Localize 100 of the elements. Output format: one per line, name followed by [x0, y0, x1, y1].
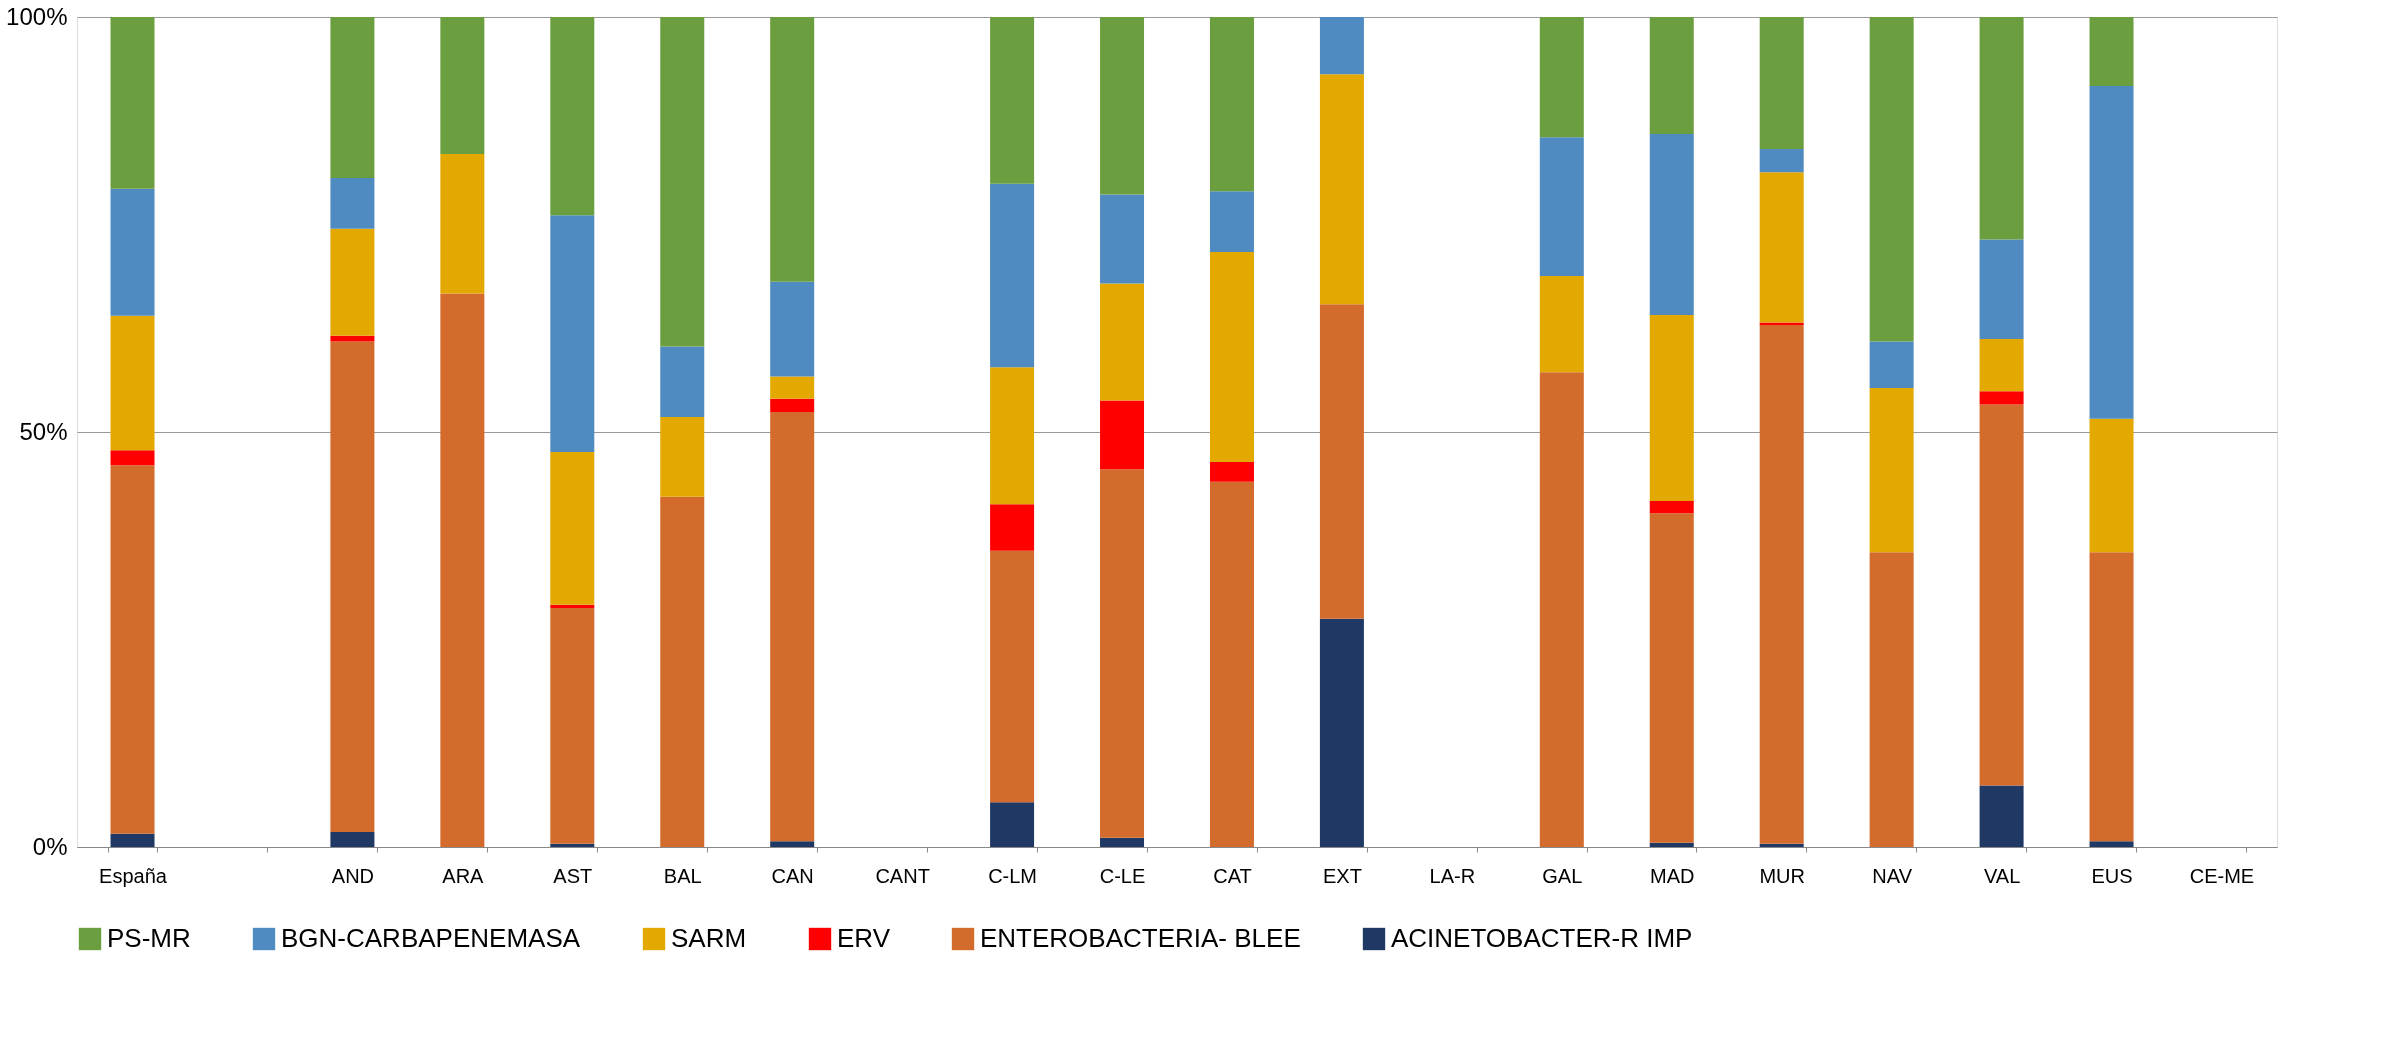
bar	[440, 17, 485, 154]
bar	[330, 335, 375, 342]
bar	[110, 315, 155, 451]
bar	[2089, 17, 2134, 86]
bar	[1319, 17, 1364, 75]
bar	[660, 17, 705, 347]
legend-label: ERV	[837, 923, 891, 953]
bar	[1209, 461, 1254, 482]
x-tick-label: EUS	[2091, 864, 2133, 887]
bar	[2089, 85, 2134, 419]
bar	[1209, 481, 1254, 847]
bar	[1209, 251, 1254, 462]
bar	[990, 802, 1035, 847]
bar	[110, 17, 155, 189]
y-tick-label: 100%	[6, 2, 68, 30]
bar	[550, 17, 595, 216]
x-tick-label: CAT	[1213, 864, 1252, 887]
bar	[110, 450, 155, 466]
bar	[770, 376, 815, 399]
bar	[1319, 74, 1364, 305]
bar	[990, 367, 1035, 505]
bar	[1979, 404, 2024, 786]
x-tick-label: C-LE	[1099, 864, 1146, 887]
bar	[1100, 194, 1145, 284]
bar	[110, 465, 155, 834]
legend-label: ACINETOBACTER-R IMP	[1391, 923, 1693, 953]
x-tick-label: CE-ME	[2189, 864, 2255, 887]
bar	[1649, 842, 1694, 847]
x-tick-label: EXT	[1322, 864, 1362, 887]
y-tick-label: 50%	[19, 417, 68, 445]
x-tick-label: VAL	[1983, 864, 2021, 887]
bar	[2089, 418, 2134, 553]
x-tick-label: CAN	[771, 864, 814, 887]
bar	[550, 843, 595, 847]
bar	[1869, 341, 1914, 389]
bar	[330, 178, 375, 229]
bar	[330, 832, 375, 847]
legend-label: ENTEROBACTERIA- BLEE	[980, 923, 1301, 953]
bar	[1869, 17, 1914, 342]
bar	[1979, 391, 2024, 405]
bar	[330, 17, 375, 179]
legend-label: BGN-CARBAPENEMASA	[281, 923, 581, 953]
bar	[990, 504, 1035, 551]
y-tick-label: 0%	[32, 832, 68, 860]
x-tick-label: MAD	[1650, 864, 1695, 887]
bar	[1869, 388, 1914, 553]
bar	[1209, 191, 1254, 252]
bar	[1759, 324, 1804, 844]
bar	[1759, 17, 1804, 149]
bar	[1759, 172, 1804, 323]
bar	[770, 398, 815, 413]
bar	[770, 841, 815, 847]
x-tick-label: BAL	[663, 864, 702, 887]
bar	[1649, 513, 1694, 843]
bar	[1979, 239, 2024, 340]
bar	[110, 833, 155, 847]
legend-label: PS-MR	[107, 923, 191, 953]
x-tick-label: GAL	[1542, 864, 1583, 887]
bar	[550, 215, 595, 452]
bar	[1869, 552, 1914, 847]
x-tick-label: CANT	[875, 864, 930, 887]
x-tick-label: MUR	[1759, 864, 1805, 887]
bar	[660, 346, 705, 418]
bar	[770, 281, 815, 377]
bar	[770, 412, 815, 842]
x-tick-label: ARA	[442, 864, 485, 887]
bar	[330, 341, 375, 833]
bar	[1539, 372, 1584, 847]
bar	[1649, 134, 1694, 315]
bar	[1979, 17, 2024, 240]
legend-label: SARM	[671, 923, 747, 953]
x-tick-label: AND	[331, 864, 375, 887]
x-tick-label: LA-R	[1429, 864, 1476, 887]
bar	[1100, 283, 1145, 401]
bar	[660, 417, 705, 497]
bar	[1539, 137, 1584, 276]
bar	[1649, 500, 1694, 514]
bar	[550, 451, 595, 605]
bar	[1759, 148, 1804, 173]
bar	[770, 17, 815, 282]
bar	[2089, 841, 2134, 847]
bar	[330, 228, 375, 336]
bar	[990, 550, 1035, 803]
bar	[1759, 843, 1804, 847]
bar	[990, 183, 1035, 368]
bar	[2089, 552, 2134, 842]
bar	[550, 607, 595, 844]
bar	[1979, 339, 2024, 392]
bar	[1209, 17, 1254, 192]
bar	[1979, 785, 2024, 847]
bar	[1649, 17, 1694, 135]
bar	[440, 293, 485, 847]
bar	[110, 188, 155, 316]
bar	[1649, 314, 1694, 501]
x-tick-label: NAV	[1872, 864, 1913, 887]
bar	[1100, 469, 1145, 838]
bar	[550, 604, 595, 608]
x-tick-label: C-LM	[988, 864, 1038, 887]
x-tick-label: España	[99, 864, 168, 887]
bar	[1100, 400, 1145, 470]
